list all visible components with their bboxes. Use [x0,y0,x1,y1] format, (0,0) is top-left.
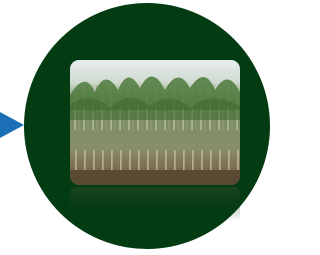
page: (() => { const data = JSON.parse(documen… [0,0,278,255]
soil [70,170,240,185]
graphic [0,0,278,255]
arrow [0,112,24,138]
photo [70,60,240,185]
photo-reflection [70,187,240,222]
